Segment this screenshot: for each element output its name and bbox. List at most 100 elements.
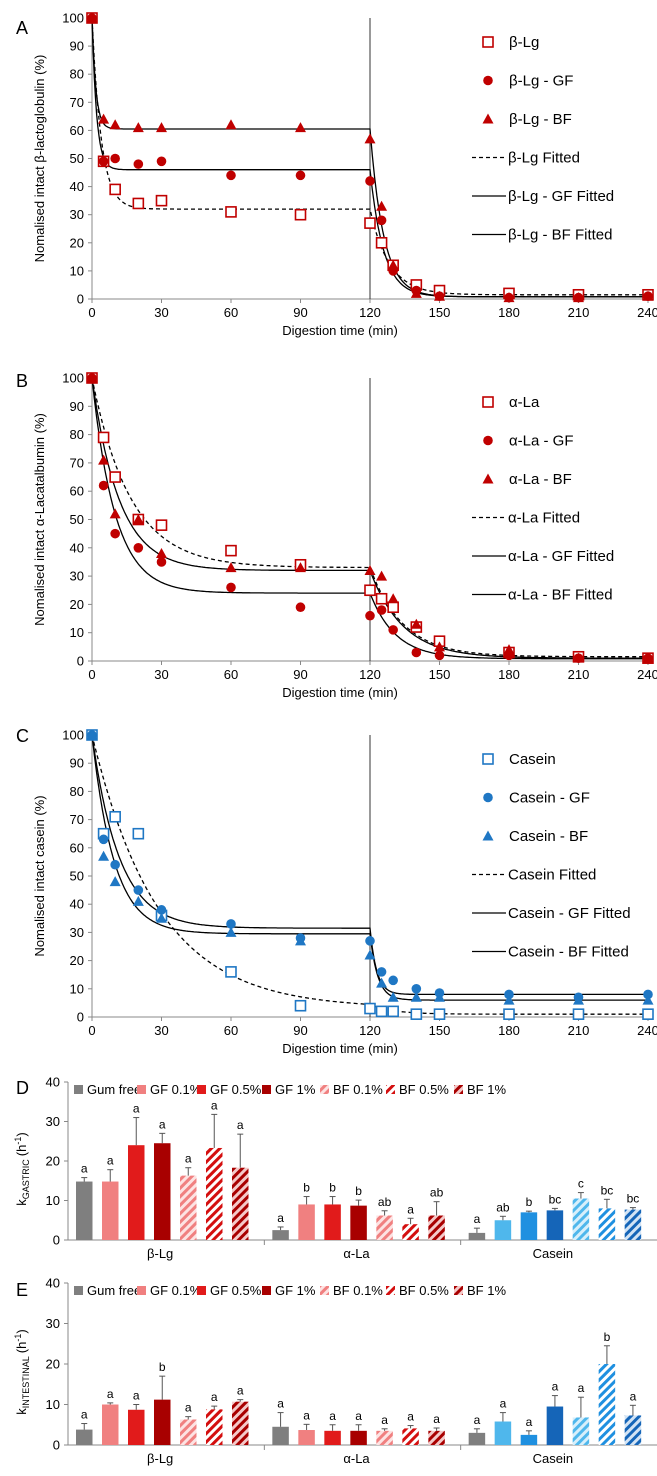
significance-letter: a <box>237 1384 244 1398</box>
significance-letter: a <box>211 1390 218 1404</box>
legend-label: β-Lg <box>509 34 539 51</box>
y-tick-label: 60 <box>70 123 84 138</box>
data-point <box>156 912 167 923</box>
data-point <box>503 644 515 655</box>
y-title-unit: (h <box>14 1145 29 1157</box>
significance-letter: a <box>433 1412 440 1426</box>
y-title-sub: INTESTINAL <box>21 1356 31 1408</box>
legend-swatch <box>74 1286 83 1295</box>
bar <box>324 1204 341 1240</box>
data-point <box>375 592 388 605</box>
x-tick-label: 210 <box>568 667 590 682</box>
legend-swatch <box>454 1286 463 1295</box>
data-point <box>387 259 399 270</box>
bar <box>624 1415 642 1445</box>
x-tick-label: 90 <box>293 667 307 682</box>
bar <box>154 1399 171 1445</box>
legend-swatch <box>197 1286 206 1295</box>
significance-letter: a <box>630 1389 637 1403</box>
data-point <box>433 1008 446 1020</box>
x-tick-label: 0 <box>88 305 95 320</box>
legend-label: BF 1% <box>467 1082 506 1097</box>
category-label: β-Lg <box>147 1246 173 1261</box>
data-point <box>86 372 98 383</box>
y-tick-label: 0 <box>77 1010 84 1025</box>
legend-marker <box>482 753 494 765</box>
y-tick-label: 40 <box>70 897 84 912</box>
data-point <box>110 859 120 870</box>
bar <box>180 1419 197 1445</box>
legend-swatch <box>197 1085 206 1094</box>
bar <box>272 1230 289 1240</box>
legend-swatch <box>386 1085 395 1094</box>
data-point <box>410 991 422 1002</box>
legend-label: β-Lg - GF <box>509 73 573 90</box>
significance-letter: b <box>526 1195 533 1209</box>
legend-label: Casein - GF <box>509 790 590 807</box>
y-title-sup: -1 <box>13 1334 23 1342</box>
legend-label: GF 0.5% <box>210 1082 262 1097</box>
data-point <box>226 582 236 593</box>
data-point <box>225 544 237 557</box>
fit-curve <box>91 17 648 296</box>
x-tick-label: 60 <box>224 1023 238 1038</box>
y-tick-label: 60 <box>70 840 84 855</box>
legend-label: α-La - BF Fitted <box>508 587 613 604</box>
panel-label: B <box>16 371 28 391</box>
y-tick-label: 80 <box>70 427 84 442</box>
x-tick-label: 30 <box>154 1023 168 1038</box>
y-tick-label: 30 <box>46 1316 60 1331</box>
x-tick-label: 120 <box>359 667 381 682</box>
significance-letter: a <box>552 1380 559 1394</box>
significance-letter: c <box>578 1177 584 1191</box>
significance-letter: a <box>303 1408 310 1422</box>
data-point <box>376 967 387 977</box>
x-tick-label: 120 <box>359 305 381 320</box>
bar <box>598 1364 616 1445</box>
data-point <box>225 119 237 130</box>
panel-e-chart: E 0 10 20 30 40 kINTESTINAL (h-1) a a a b a a a β-Lg a a a… <box>13 1276 657 1466</box>
bar <box>546 1210 564 1240</box>
y-tick-label: 10 <box>46 1397 60 1412</box>
legend-label: Gum free <box>87 1082 141 1097</box>
bar <box>376 1215 393 1240</box>
data-point <box>132 827 145 840</box>
significance-letter: a <box>474 1413 481 1427</box>
legend-label: α-La - GF <box>509 433 574 450</box>
data-point <box>411 984 422 994</box>
legend-label: β-Lg - GF Fitted <box>508 188 614 205</box>
data-point <box>410 1008 423 1020</box>
data-point <box>226 170 236 181</box>
x-tick-label: 90 <box>293 1023 307 1038</box>
category-label: Casein <box>533 1451 573 1466</box>
bar <box>468 1432 486 1445</box>
legend-label: Casein - BF Fitted <box>508 944 629 961</box>
data-point <box>110 153 120 164</box>
x-tick-label: 150 <box>429 1023 451 1038</box>
significance-letter: bc <box>601 1183 614 1197</box>
data-point <box>109 183 121 196</box>
bar <box>376 1430 393 1445</box>
x-tick-label: 180 <box>498 1023 520 1038</box>
data-point <box>98 113 110 124</box>
significance-letter: a <box>133 1102 140 1116</box>
x-tick-label: 150 <box>429 305 451 320</box>
x-tick-label: 120 <box>359 1023 381 1038</box>
data-point <box>434 650 445 661</box>
data-point <box>376 200 388 211</box>
legend-label: β-Lg - BF Fitted <box>508 227 613 244</box>
data-point <box>98 480 109 491</box>
y-tick-label: 10 <box>70 625 84 640</box>
significance-letter: b <box>355 1184 362 1198</box>
x-axis-title: Digestion time (min) <box>282 685 398 700</box>
legend-label: α-La Fitted <box>508 510 580 527</box>
y-title-sub: GASTRIC <box>21 1159 31 1200</box>
bar <box>298 1430 315 1445</box>
y-tick-label: 100 <box>62 728 84 743</box>
data-point <box>376 605 387 615</box>
y-tick-label: 50 <box>70 512 84 527</box>
x-tick-label: 180 <box>498 305 520 320</box>
y-title-close: ) <box>14 1329 29 1333</box>
legend-label: Gum free <box>87 1283 141 1298</box>
bar <box>350 1205 367 1240</box>
